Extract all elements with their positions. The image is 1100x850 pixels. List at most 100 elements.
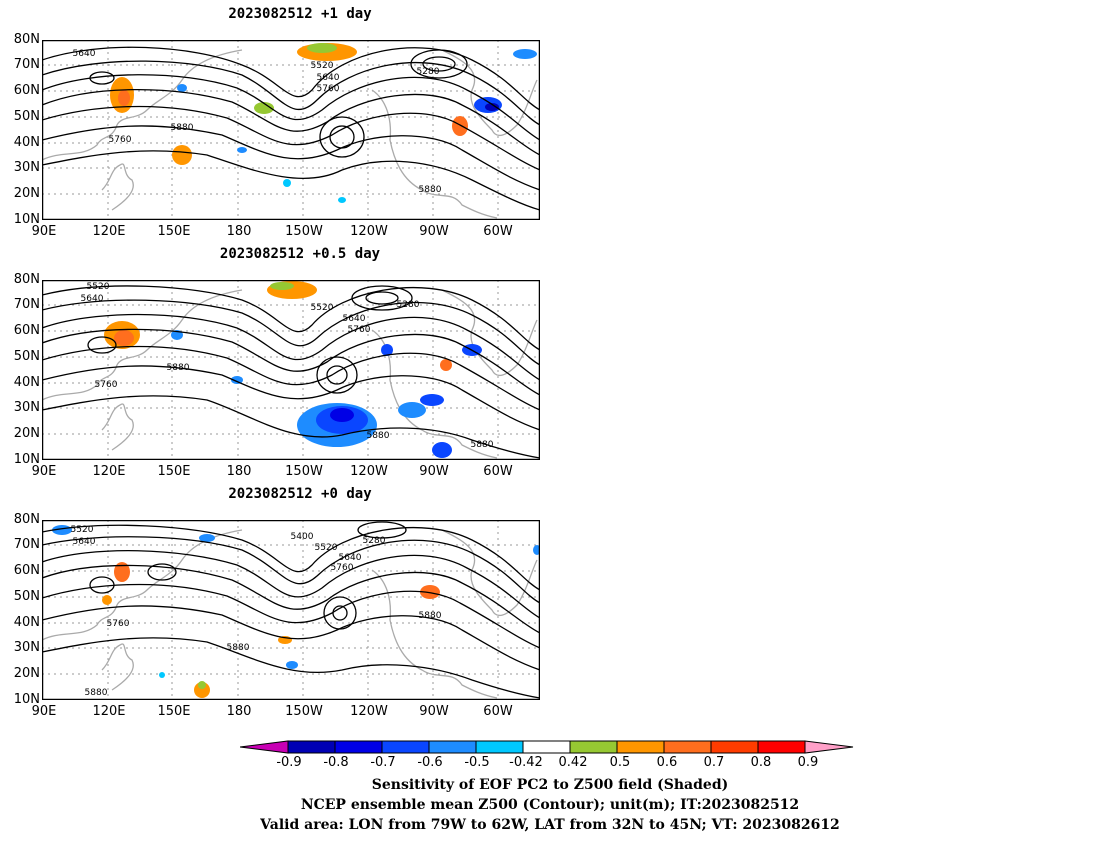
lat-label: 50N bbox=[13, 109, 40, 124]
map-panel-1: 2023082512 +1 day bbox=[0, 0, 600, 240]
colorbar-high-arrow bbox=[804, 740, 854, 754]
footer-line-2: NCEP ensemble mean Z500 (Contour); unit(… bbox=[300, 797, 800, 813]
lon-label: 120W bbox=[350, 224, 388, 239]
lon-label: 90W bbox=[419, 464, 449, 479]
colorbar-label: -0.6 bbox=[417, 755, 443, 770]
lon-label: 60W bbox=[483, 704, 513, 719]
contour-label: 5760 bbox=[348, 325, 371, 335]
sensitivity-shading bbox=[110, 43, 537, 203]
contour-label: 5640 bbox=[317, 73, 340, 83]
contour-label: 5880 bbox=[419, 185, 442, 195]
lon-label: 120E bbox=[92, 704, 126, 719]
contour-label: 5280 bbox=[363, 536, 386, 546]
lon-label: 120E bbox=[92, 464, 126, 479]
colorbar-swatch bbox=[569, 740, 618, 754]
z500-contours bbox=[42, 521, 540, 699]
lat-label: 70N bbox=[13, 537, 40, 552]
contour-labels: 5640 5520 5640 5760 5280 5760 5880 5880 bbox=[73, 49, 442, 195]
lat-label: 20N bbox=[13, 426, 40, 441]
contour-label: 5520 bbox=[71, 525, 94, 535]
map-panel-3: 2023082512 +0 day bbox=[0, 480, 600, 720]
colorbar-label: 0.9 bbox=[797, 755, 819, 770]
lon-label: 90E bbox=[31, 704, 57, 719]
lon-label: 150W bbox=[285, 704, 323, 719]
colorbar: -0.9 -0.8 -0.7 -0.6 -0.5 -0.42 0.42 0.5 … bbox=[240, 740, 860, 770]
lon-label: 150E bbox=[157, 464, 191, 479]
colorbar-swatch bbox=[522, 740, 571, 754]
contour-label: 5880 bbox=[85, 688, 108, 698]
lat-label: 80N bbox=[13, 32, 40, 47]
z500-contours bbox=[42, 46, 540, 211]
panel-title: 2023082512 +0.5 day bbox=[219, 246, 381, 262]
map-frame bbox=[42, 40, 540, 220]
colorbar-swatch bbox=[334, 740, 383, 754]
map-frame bbox=[42, 280, 540, 460]
sensitivity-shading bbox=[104, 281, 482, 458]
map-plot: 5520 5640 5400 5280 5520 5640 5760 5760 … bbox=[42, 520, 540, 700]
lon-label: 180 bbox=[226, 224, 252, 239]
colorbar-low-arrow bbox=[240, 740, 289, 754]
coastlines bbox=[42, 529, 538, 699]
lat-label: 60N bbox=[13, 323, 40, 338]
contour-label: 5760 bbox=[331, 563, 354, 573]
contour-label: 5520 bbox=[311, 61, 334, 71]
panel-title: 2023082512 +0 day bbox=[228, 486, 372, 502]
lon-label: 120W bbox=[350, 704, 388, 719]
map-frame bbox=[42, 520, 540, 700]
colorbar-label: -0.5 bbox=[464, 755, 490, 770]
colorbar-label: -0.7 bbox=[370, 755, 396, 770]
map-plot: 5640 5520 5640 5760 5280 5760 5880 5880 bbox=[42, 40, 540, 220]
colorbar-label: 0.7 bbox=[703, 755, 725, 770]
colorbar-labels: -0.9 -0.8 -0.7 -0.6 -0.5 -0.42 0.42 0.5 … bbox=[240, 755, 860, 771]
lon-label: 120E bbox=[92, 224, 126, 239]
lat-label: 80N bbox=[13, 272, 40, 287]
colorbar-swatch bbox=[757, 740, 806, 754]
contour-label: 5280 bbox=[417, 67, 440, 77]
lon-label: 180 bbox=[226, 704, 252, 719]
contour-label: 5520 bbox=[315, 543, 338, 553]
lat-label: 60N bbox=[13, 83, 40, 98]
lon-label: 150W bbox=[285, 464, 323, 479]
lon-label: 150E bbox=[157, 704, 191, 719]
lat-label: 40N bbox=[13, 375, 40, 390]
contour-label: 5880 bbox=[471, 440, 494, 450]
lon-label: 90E bbox=[31, 464, 57, 479]
contour-label: 5640 bbox=[73, 49, 96, 59]
contour-labels: 5520 5640 5520 5280 5640 5760 5880 5760 … bbox=[81, 282, 494, 450]
lon-label: 120W bbox=[350, 464, 388, 479]
panel-title: 2023082512 +1 day bbox=[228, 6, 372, 22]
footer-line-3: Valid area: LON from 79W to 62W, LAT fro… bbox=[260, 817, 840, 833]
lat-label: 70N bbox=[13, 297, 40, 312]
lon-label: 60W bbox=[483, 464, 513, 479]
lat-label: 20N bbox=[13, 666, 40, 681]
lat-label: 80N bbox=[13, 512, 40, 527]
colorbar-label: -0.8 bbox=[323, 755, 349, 770]
lat-label: 10N bbox=[13, 692, 40, 707]
colorbar-swatch bbox=[475, 740, 524, 754]
colorbar-swatch bbox=[428, 740, 477, 754]
colorbar-swatch bbox=[616, 740, 665, 754]
lat-label: 70N bbox=[13, 57, 40, 72]
lat-label: 50N bbox=[13, 589, 40, 604]
contour-label: 5880 bbox=[171, 123, 194, 133]
colorbar-label: -0.9 bbox=[276, 755, 302, 770]
contour-label: 5640 bbox=[73, 537, 96, 547]
contour-label: 5520 bbox=[87, 282, 110, 292]
contour-labels: 5520 5640 5400 5280 5520 5640 5760 5760 … bbox=[71, 525, 442, 698]
map-plot: 5520 5640 5520 5280 5640 5760 5880 5760 … bbox=[42, 280, 540, 460]
colorbar-bar bbox=[240, 740, 854, 754]
lon-label: 150W bbox=[285, 224, 323, 239]
lon-label: 180 bbox=[226, 464, 252, 479]
lon-label: 150E bbox=[157, 224, 191, 239]
contour-label: 5760 bbox=[95, 380, 118, 390]
contour-label: 5880 bbox=[367, 431, 390, 441]
contour-label: 5280 bbox=[397, 300, 420, 310]
lat-label: 10N bbox=[13, 452, 40, 467]
lat-label: 20N bbox=[13, 186, 40, 201]
contour-label: 5760 bbox=[107, 619, 130, 629]
contour-label: 5880 bbox=[167, 363, 190, 373]
colorbar-swatch bbox=[381, 740, 430, 754]
contour-label: 5760 bbox=[109, 135, 132, 145]
contour-label: 5640 bbox=[343, 314, 366, 324]
z500-contours bbox=[42, 285, 540, 459]
